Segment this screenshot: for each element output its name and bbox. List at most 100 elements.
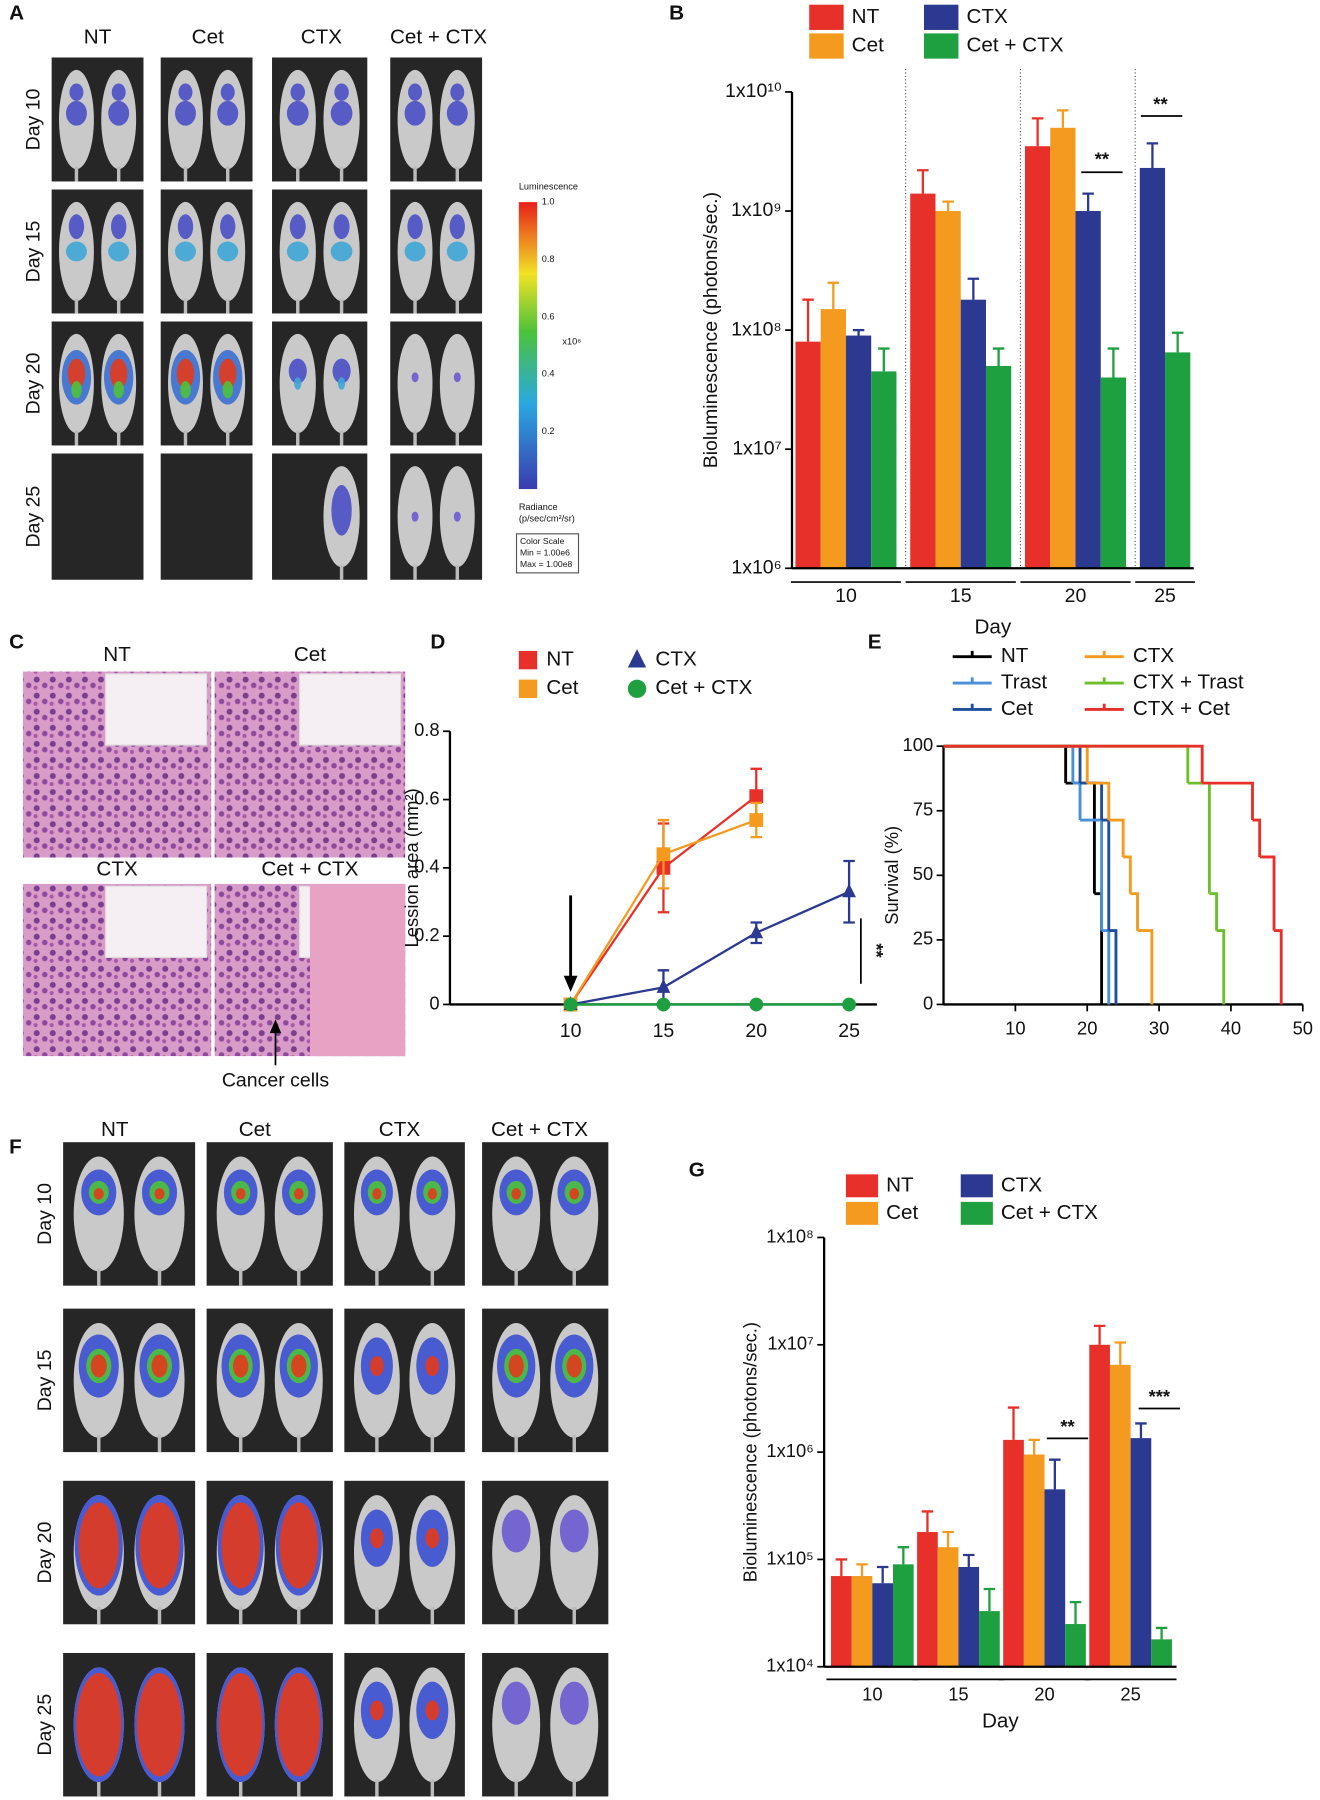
survival-step [1216,929,1226,1005]
x-tick-label: 25 [838,1020,860,1042]
y-tick-label: 1x10⁶ [731,556,781,578]
image-label: Cet + CTX [261,858,358,881]
error-bar [897,1546,910,1565]
legend-label: CTX [1133,644,1175,667]
marker [749,813,764,827]
survival-step [1209,892,1218,931]
inset [105,673,208,746]
survival-step [943,744,1204,784]
significance: *** [1149,1386,1171,1407]
panel-letter: E [868,630,882,653]
signal [425,1528,440,1549]
survival-step [943,744,1068,784]
error-bar [1107,347,1120,378]
row-label: Day 25 [23,486,45,548]
bar [893,1564,914,1667]
column-label: Cet [192,25,224,48]
column-label: Cet + CTX [390,25,487,48]
panel-letter: D [430,630,445,653]
signal [220,214,236,240]
survival-step [1137,929,1154,1005]
signal [508,1354,524,1378]
signal [217,241,239,262]
bar [1109,1364,1131,1667]
x-tick-label: 15 [948,1683,968,1704]
bar [1165,352,1191,569]
signal [501,1509,531,1553]
signal [559,1509,589,1553]
y-tick-label: 0 [429,992,439,1013]
error-bar [1069,1600,1082,1625]
survival-step [1108,818,1125,857]
error-bar [1057,109,1069,128]
signal [136,1673,183,1777]
tissue [309,883,406,1057]
error-bar [1114,1341,1127,1365]
legend-swatch [845,1174,879,1198]
survival-step [1130,892,1139,931]
marker [656,997,671,1012]
legend-marker [627,649,647,668]
marker [842,883,856,898]
y-tick-label: 100 [903,734,934,755]
error-bar [992,347,1005,366]
panel-letter: A [9,1,24,24]
colorbar-tick: 0.8 [542,254,555,264]
marker [749,997,764,1012]
colorbar-title: Luminescence [519,182,578,192]
error-bar [802,298,814,342]
bar [960,299,986,569]
series-line [570,890,850,1006]
signal [291,1354,307,1378]
legend-swatch [924,4,959,30]
marker [656,979,671,993]
signal [108,100,130,126]
legend-label: Cet [546,676,578,699]
y-tick-label: 25 [913,928,933,949]
bar [1075,211,1101,569]
x-axis-label: Day [982,1709,1019,1732]
bar [872,1583,894,1667]
error-bar [876,1565,889,1584]
signal [78,1502,119,1589]
mouse [439,333,475,434]
survival-step [1274,929,1283,1005]
bar [979,1611,1000,1667]
x-axis-label: Day [975,615,1012,638]
y-axis-label: Bioluminescence (photons/sec.) [700,192,722,468]
signal [221,1502,260,1589]
signal [332,358,351,384]
x-tick-label: 20 [1065,585,1087,607]
x-tick-label: 10 [862,1683,882,1704]
legend-marker [518,650,538,670]
legend-line [952,677,992,685]
signal [501,1681,531,1725]
signal [294,377,302,390]
legend-label: Cet [852,33,884,56]
bar [985,365,1012,569]
signal [65,241,87,262]
bar [1044,1489,1066,1667]
legend-label: NT [1001,644,1029,667]
colorbar-box [515,533,580,574]
panel-letter: C [9,630,24,653]
x-tick-label: 50 [1293,1018,1313,1039]
legend-swatch [960,1174,993,1198]
legend-marker [627,679,647,698]
signal [108,241,130,262]
image-label: Cet [294,643,326,666]
signal [113,380,124,399]
bar [1050,127,1076,569]
signal [446,100,468,126]
row-label: Day 15 [34,1349,56,1411]
signal [90,1354,107,1378]
bar [917,1532,938,1667]
x-tick-label: 10 [1005,1018,1025,1039]
error-bar [827,281,840,310]
signal [111,214,127,240]
error-bar [967,277,980,300]
signal [411,511,419,522]
x-tick-label: 20 [1077,1018,1097,1039]
column-label: Cet [239,1118,271,1141]
